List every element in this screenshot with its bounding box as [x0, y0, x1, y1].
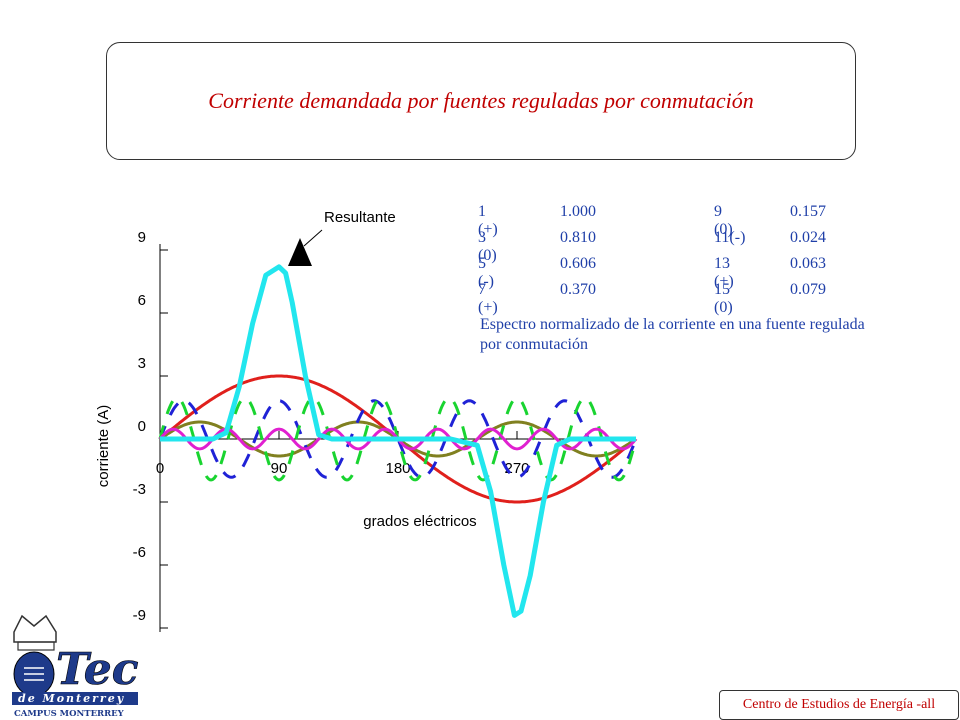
annotation-leader [303, 229, 323, 247]
spectrum-value: 0.079 [790, 281, 826, 298]
spectrum-value: 0.810 [560, 229, 596, 246]
y-tick-label: -3 [133, 481, 146, 498]
footer-box: Centro de Estudios de Energía -all [719, 690, 959, 720]
spectrum-harmonic: 13 (+) [714, 255, 734, 290]
spectrum-value: 0.157 [790, 203, 826, 220]
spectrum-harmonic: 1 (+) [478, 203, 498, 238]
footer-text: Centro de Estudios de Energía -all [742, 697, 936, 712]
x-axis-label: grados eléctricos [363, 513, 476, 530]
spectrum-note: Espectro normalizado de la corriente en … [480, 316, 865, 353]
logo-subtitle: de Monterrey [18, 692, 125, 705]
y-tick-label: 3 [138, 355, 146, 372]
y-axis-label: corriente (A) [95, 405, 112, 488]
slide-title: Corriente demandada por fuentes regulada… [208, 88, 754, 113]
logo-campus: CAMPUS MONTERREY [14, 709, 125, 718]
series-h5-line [158, 399, 638, 479]
annotation-label: Resultante [324, 209, 396, 226]
spectrum-harmonic: 5 (-) [478, 255, 494, 290]
x-tick-label: 90 [271, 460, 288, 477]
y-tick-label: 0 [138, 418, 146, 435]
spectrum-value: 0.606 [560, 255, 596, 272]
crest-icon [13, 614, 57, 651]
x-tick-label: 180 [385, 460, 410, 477]
spectrum-value: 0.024 [790, 229, 826, 246]
tec-logo: Tec de Monterrey CAMPUS MONTERREY [12, 614, 139, 718]
spectrum-value: 0.063 [790, 255, 826, 272]
spectrum-harmonic: 15 (0) [714, 281, 733, 316]
spectrum-harmonic: 3 (0) [478, 229, 497, 264]
x-tick-label: 0 [156, 460, 164, 477]
y-tick-label: 9 [138, 229, 146, 246]
annotation-arrow [288, 238, 312, 266]
spectrum-harmonic: 11(-) [714, 229, 746, 246]
y-tick-label: -9 [133, 607, 146, 624]
spectrum-harmonic: 7 (+) [478, 281, 498, 316]
spectrum-harmonic: 9 (0) [714, 203, 733, 238]
y-tick-label: -6 [133, 544, 146, 561]
series-resultante-line [160, 264, 636, 618]
logo-wordmark: Tec [56, 644, 139, 695]
spectrum-value: 1.000 [560, 203, 596, 220]
spectrum-value: 0.370 [560, 281, 596, 298]
y-tick-label: 6 [138, 292, 146, 309]
title-box: Corriente demandada por fuentes regulada… [106, 42, 856, 160]
